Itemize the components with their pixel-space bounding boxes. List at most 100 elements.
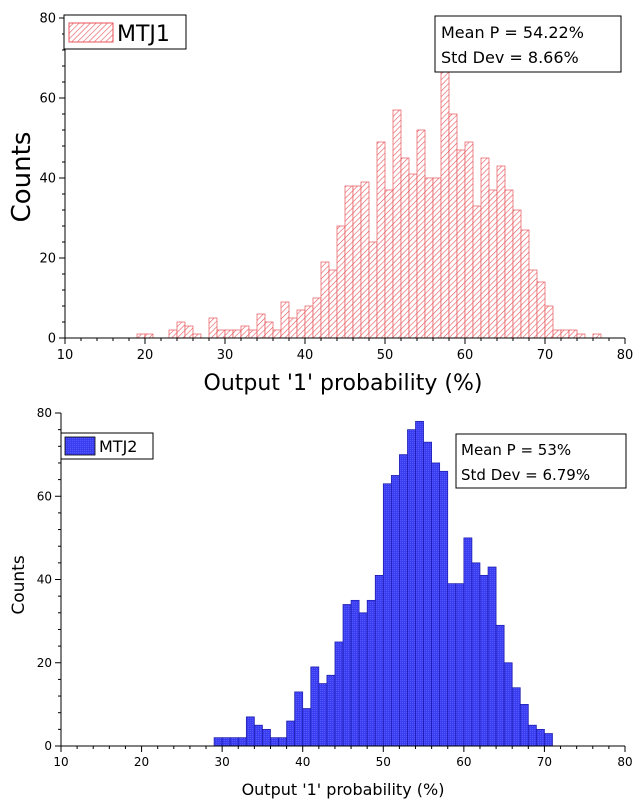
histogram-bar: [424, 177, 434, 339]
histogram-bar: [320, 261, 330, 339]
y-tick-label: 0: [48, 332, 56, 347]
histogram-bar: [504, 189, 514, 339]
histogram-bar: [304, 305, 314, 339]
histogram-bar: [318, 683, 328, 747]
histogram-bar: [408, 173, 418, 339]
y-tick-label: 80: [37, 406, 52, 420]
x-tick-label: 50: [377, 348, 394, 363]
histogram-bar: [536, 728, 545, 747]
histogram-bar: [294, 691, 304, 747]
x-tick-label: 50: [376, 755, 391, 769]
histogram-bar: [576, 333, 586, 339]
legend-mtj2: MTJ2: [60, 432, 154, 460]
legend-label-mtj2: MTJ2: [99, 437, 137, 456]
histogram-bar: [278, 737, 287, 747]
histogram-bar: [350, 599, 360, 747]
histogram-bar: [503, 662, 513, 747]
histogram-bar: [270, 737, 279, 747]
histogram-bar: [544, 305, 554, 339]
histogram-bar: [399, 454, 408, 747]
histogram-bar: [488, 189, 498, 339]
histogram-bar: [479, 574, 489, 747]
x-tick-label: 10: [57, 348, 74, 363]
histogram-bar: [352, 185, 362, 339]
histogram-bar: [336, 225, 346, 339]
histogram-bar: [415, 420, 424, 747]
histogram-bar: [592, 333, 602, 339]
y-tick-label: 20: [37, 656, 52, 670]
histogram-bar: [464, 141, 474, 339]
histogram-bar: [463, 537, 473, 747]
stat-std-mtj2: Std Dev = 6.79%: [461, 466, 590, 484]
histogram-bar: [416, 129, 426, 339]
histogram-bar: [192, 333, 202, 339]
histogram-bar: [216, 329, 226, 339]
histogram-bar: [280, 301, 290, 339]
histogram-bar: [382, 483, 392, 747]
x-tick-label: 70: [537, 755, 552, 769]
legend-swatch-mtj1: [68, 22, 114, 43]
axes-mtj1: 10 20 30 40 50 60 70 80 0 20 40 60 80: [39, 12, 633, 363]
histogram-bar: [480, 157, 490, 339]
histogram-bar: [448, 113, 458, 339]
x-tick-label: 30: [217, 348, 234, 363]
histogram-bar: [136, 333, 146, 339]
x-tick-label: 20: [134, 755, 149, 769]
histogram-bar: [229, 737, 239, 747]
histogram-bar: [423, 441, 432, 747]
histogram-bar: [184, 325, 194, 339]
histogram-bar: [390, 475, 400, 747]
histogram-bar: [536, 281, 546, 339]
histogram-bar: [432, 177, 442, 339]
histogram-bar: [176, 321, 186, 339]
histogram-bar: [455, 583, 465, 747]
y-tick-label: 60: [37, 489, 52, 503]
histogram-bar: [512, 209, 522, 339]
stats-box-mtj2: Mean P = 53% Std Dev = 6.79%: [455, 433, 627, 489]
axes-mtj2: 10 20 30 40 50 60 70 80 0 20 40 60 80: [37, 406, 633, 769]
histogram-bar: [487, 566, 497, 747]
histogram-bar: [245, 716, 255, 747]
legend-label-mtj1: MTJ1: [117, 22, 170, 47]
legend-mtj1: MTJ1: [63, 14, 187, 50]
histogram-bar: [237, 737, 247, 747]
histogram-bar: [440, 69, 450, 339]
stat-mean-mtj1: Mean P = 54.22%: [441, 23, 584, 42]
stat-std-mtj1: Std Dev = 8.66%: [441, 48, 579, 67]
histogram-bar: [221, 737, 231, 747]
histogram-bar: [326, 674, 336, 747]
histogram-bar: [302, 708, 312, 747]
histogram-bar: [366, 599, 376, 747]
histogram-bar: [248, 329, 258, 339]
histogram-bar: [296, 309, 306, 339]
x-tick-label: 80: [617, 755, 632, 769]
histogram-bar: [527, 724, 537, 747]
x-tick-label: 70: [537, 348, 554, 363]
histogram-bar: [568, 329, 578, 339]
histogram-bar: [447, 583, 457, 747]
histogram-bar: [342, 604, 352, 747]
y-tick-label: 0: [44, 739, 52, 753]
histogram-bar: [144, 333, 154, 339]
y-tick-label: 60: [39, 92, 56, 107]
histogram-bar: [552, 329, 562, 339]
histogram-bar: [511, 687, 521, 747]
histogram-bar: [360, 181, 370, 339]
histogram-bar: [407, 429, 416, 747]
y-tick-label: 40: [37, 573, 52, 587]
histogram-mtj2: 10 20 30 40 50 60 70 80 0 20 40 60 80 MTJ2 Mean P = …: [9, 406, 633, 799]
histogram-bar: [384, 189, 394, 339]
histogram-bar: [272, 329, 282, 339]
histogram-bar: [240, 325, 250, 339]
stat-mean-mtj2: Mean P = 53%: [461, 441, 571, 459]
histogram-bar: [439, 470, 449, 747]
histogram-bar: [208, 317, 218, 339]
histogram-bar: [256, 313, 266, 339]
x-axis-title-mtj2: Output '1' probability (%): [242, 780, 445, 799]
histogram-bar: [519, 704, 529, 747]
histogram-bar: [400, 157, 410, 339]
histogram-bar: [288, 317, 298, 339]
y-axis-title-mtj2: Counts: [9, 555, 29, 614]
y-tick-label: 20: [39, 252, 56, 267]
